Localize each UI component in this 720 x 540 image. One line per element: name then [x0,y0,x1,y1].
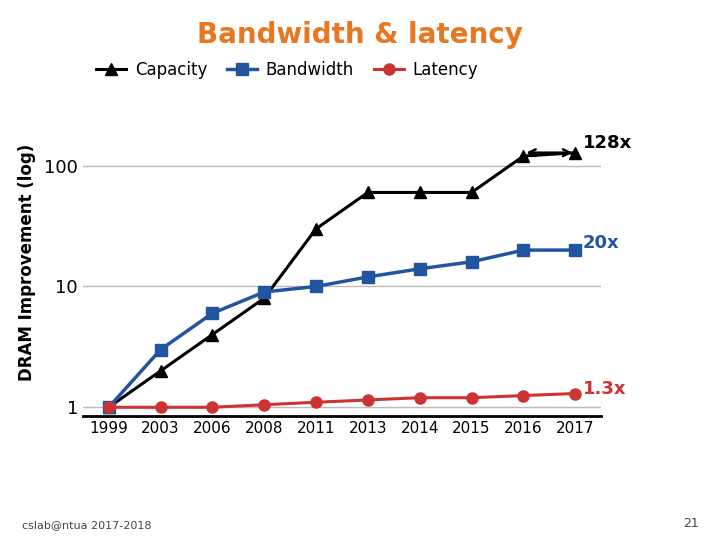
Legend: Capacity, Bandwidth, Latency: Capacity, Bandwidth, Latency [96,61,477,79]
Text: 20x: 20x [583,234,620,252]
Capacity [571,150,580,156]
Capacity [364,189,372,195]
Line: Latency: Latency [103,388,581,413]
Bandwidth [519,247,528,253]
Latency [415,394,424,401]
Latency [208,404,217,410]
Bandwidth [156,346,165,353]
Latency [104,404,113,410]
Line: Capacity: Capacity [103,147,581,413]
Bandwidth [467,259,476,265]
Capacity [260,295,269,301]
Text: cslab@ntua 2017-2018: cslab@ntua 2017-2018 [22,520,151,530]
Latency [364,397,372,403]
Capacity [208,332,217,338]
Latency [312,399,320,406]
Text: Ο χρόνος προσπέλασης παραμένει σχεδόν σταθερός: Ο χρόνος προσπέλασης παραμένει σχεδόν στ… [94,456,626,475]
Latency [156,404,165,410]
Text: 1.3x: 1.3x [583,380,626,398]
Capacity [156,368,165,374]
Capacity [312,226,320,232]
Text: 128x: 128x [583,133,632,152]
Bandwidth [208,310,217,316]
Y-axis label: DRAM Improvement (log): DRAM Improvement (log) [18,143,36,381]
Capacity [519,153,528,159]
Bandwidth [571,247,580,253]
Bandwidth [312,283,320,289]
Text: Bandwidth & latency: Bandwidth & latency [197,21,523,49]
Bandwidth [364,274,372,280]
Capacity [415,189,424,195]
Latency [467,394,476,401]
Bandwidth [415,266,424,272]
Text: 21: 21 [683,517,698,530]
Capacity [467,189,476,195]
Bandwidth [260,289,269,295]
Bandwidth [104,404,113,410]
Latency [260,401,269,408]
Capacity [104,404,113,410]
Line: Bandwidth: Bandwidth [103,245,581,413]
Latency [571,390,580,397]
Latency [519,393,528,399]
